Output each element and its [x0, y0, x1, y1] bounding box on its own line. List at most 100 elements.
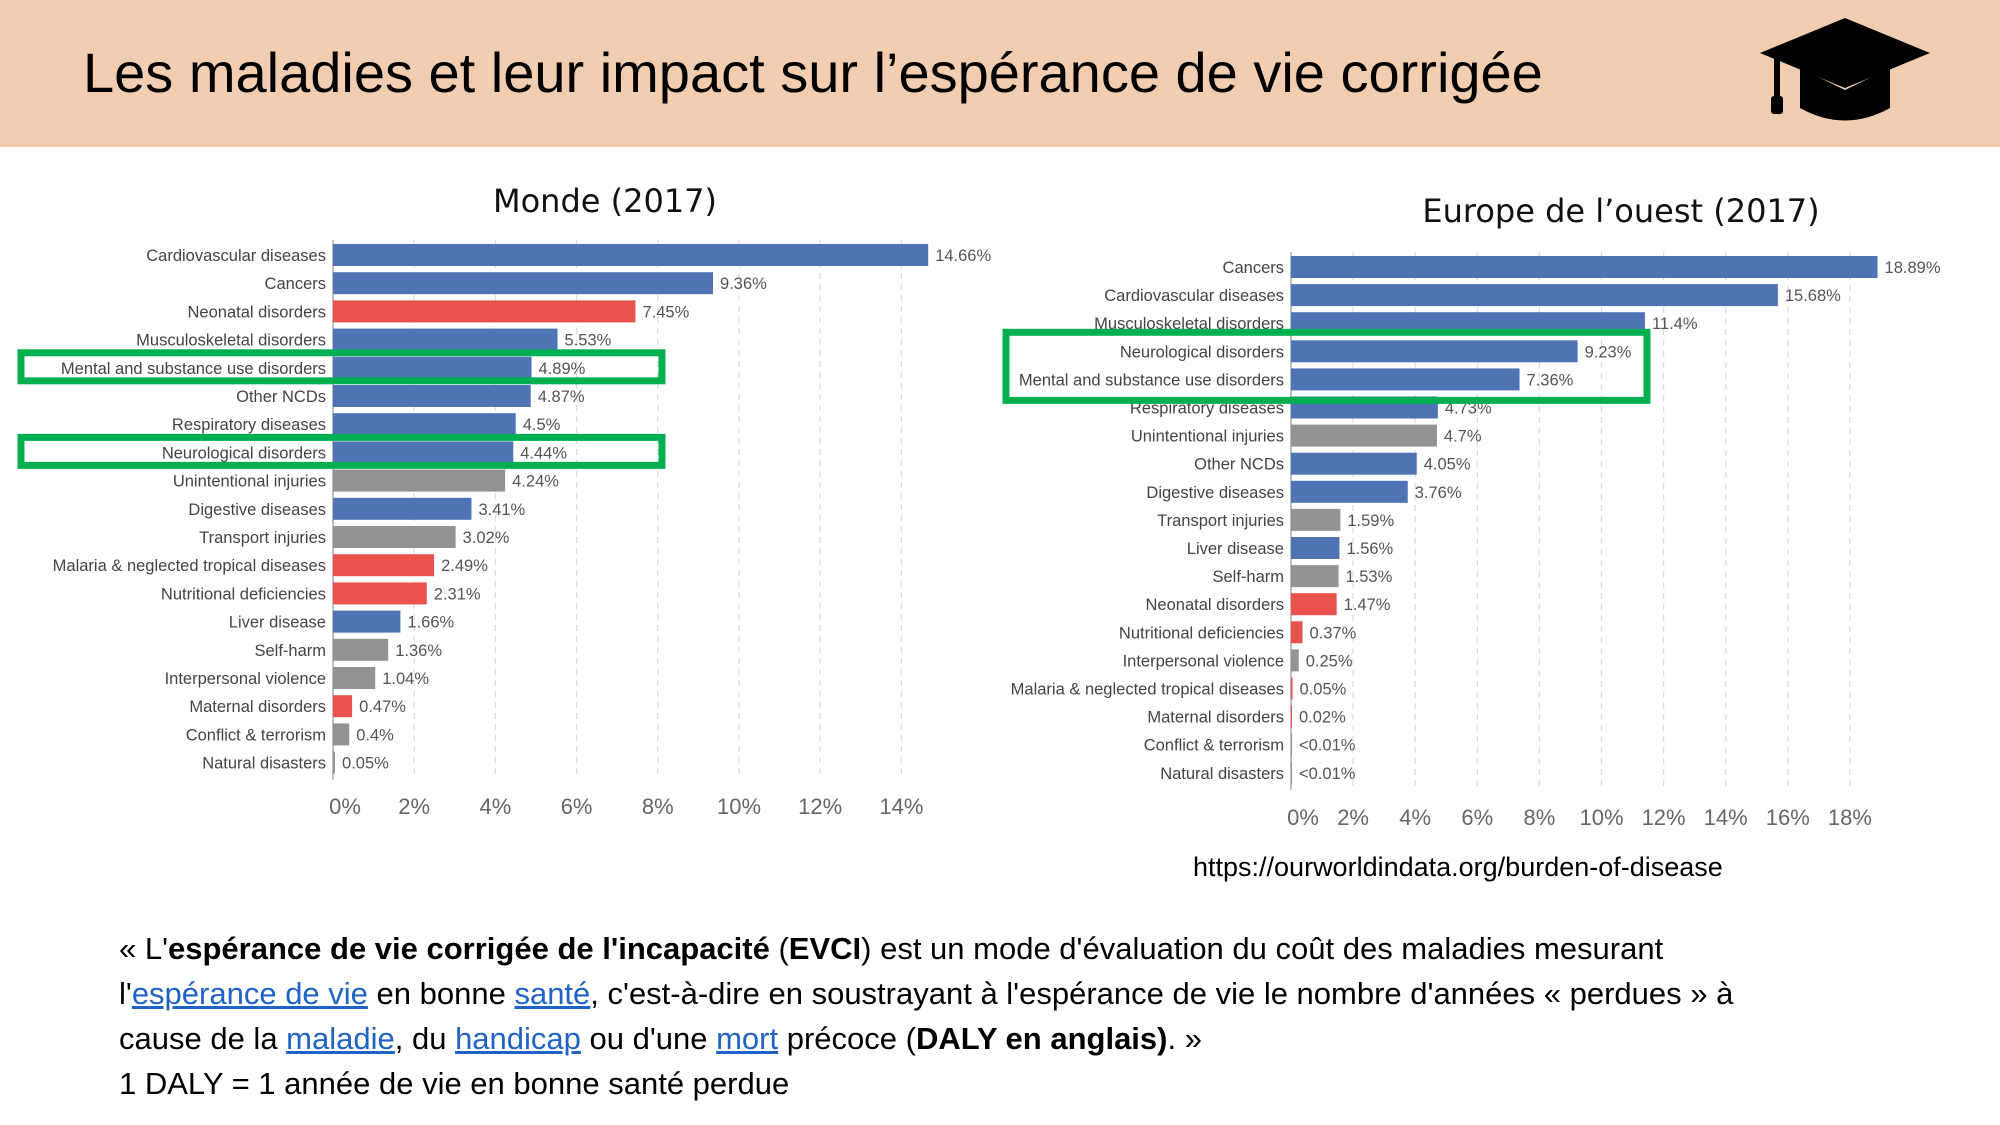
data-label: 3.41%	[478, 501, 525, 519]
category-label: Nutritional deficiencies	[161, 585, 326, 603]
category-label: Interpersonal violence	[165, 670, 326, 688]
category-label: Transport injuries	[1157, 512, 1284, 530]
data-label: 9.23%	[1585, 343, 1632, 361]
x-tick-label: 6%	[561, 794, 593, 819]
data-label: 18.89%	[1885, 259, 1941, 277]
category-label: Respiratory diseases	[172, 416, 326, 434]
source-url[interactable]: https://ourworldindata.org/burden-of-dis…	[1193, 852, 1723, 882]
category-label: Mental and substance use disorders	[1019, 371, 1284, 389]
bar	[1291, 649, 1299, 672]
bar	[1291, 256, 1878, 278]
category-label: Musculoskeletal disorders	[1094, 315, 1284, 333]
category-label: Maternal disorders	[1147, 709, 1284, 727]
category-label: Unintentional injuries	[1131, 428, 1284, 446]
x-tick-label: 18%	[1828, 805, 1872, 830]
highlight-box	[17, 349, 666, 385]
data-label: 4.7%	[1444, 428, 1482, 446]
data-label: 0.37%	[1309, 624, 1356, 642]
bar	[1291, 677, 1293, 700]
bar	[333, 751, 336, 774]
data-label: 4.5%	[523, 416, 561, 434]
category-label: Musculoskeletal disorders	[136, 332, 326, 350]
category-label: Liver disease	[1187, 540, 1284, 558]
text-segment: ou d'une	[580, 1021, 717, 1056]
text-segment: précoce (	[778, 1021, 916, 1056]
data-label: 0.05%	[342, 755, 389, 773]
wiki-link[interactable]: handicap	[455, 1021, 581, 1056]
bar	[333, 695, 353, 718]
wiki-link[interactable]: maladie	[286, 1021, 395, 1056]
bar	[1291, 733, 1292, 756]
wiki-link[interactable]: mort	[716, 1021, 779, 1056]
category-label: Cancers	[265, 275, 326, 293]
data-label: 14.66%	[935, 247, 991, 265]
data-label: 5.53%	[565, 332, 612, 350]
data-label: 7.45%	[642, 303, 689, 321]
bar	[1291, 508, 1341, 531]
bar	[333, 244, 929, 266]
category-label: Cardiovascular diseases	[146, 247, 326, 265]
category-label: Natural disasters	[1160, 765, 1284, 783]
bar	[1291, 705, 1292, 728]
category-label: Transport injuries	[199, 529, 326, 547]
category-label: Neurological disorders	[162, 444, 326, 462]
bar	[333, 413, 516, 436]
x-tick-label: 12%	[1642, 805, 1686, 830]
data-label: 0.25%	[1306, 652, 1353, 670]
wiki-link[interactable]: santé	[514, 976, 591, 1011]
bar	[333, 300, 636, 323]
chart-title: Europe de l’ouest (2017)	[1422, 192, 1819, 230]
data-label: 0.4%	[356, 726, 394, 744]
x-tick-label: 14%	[879, 794, 923, 819]
category-label: Neonatal disorders	[1146, 596, 1285, 614]
x-tick-label: 8%	[642, 794, 674, 819]
category-label: Conflict & terrorism	[1144, 737, 1284, 755]
text-segment: , c'est-à-dire en soustrayant à l'espéra…	[590, 976, 1734, 1011]
paragraph-line: cause de la maladie, du handicap ou d'un…	[119, 1016, 1733, 1061]
data-label: 7.36%	[1527, 371, 1574, 389]
chart-title: Monde (2017)	[493, 182, 717, 220]
bar	[333, 723, 350, 746]
category-label: Digestive diseases	[188, 501, 326, 519]
data-label: 15.68%	[1785, 287, 1841, 305]
category-label: Digestive diseases	[1146, 484, 1284, 502]
bold-text: EVCI	[788, 931, 862, 966]
data-label: 9.36%	[720, 275, 767, 293]
data-label: 2.31%	[434, 585, 481, 603]
x-tick-label: 2%	[398, 794, 430, 819]
bar	[1291, 368, 1520, 391]
x-tick-label: 4%	[480, 794, 512, 819]
category-label: Unintentional injuries	[173, 473, 326, 491]
bar	[1291, 537, 1340, 559]
data-label: 1.53%	[1346, 568, 1393, 586]
category-label: Self-harm	[254, 642, 326, 660]
bar	[1291, 312, 1645, 335]
category-label: Maternal disorders	[189, 698, 326, 716]
category-label: Neurological disorders	[1120, 343, 1284, 361]
graduation-cap-icon	[1760, 18, 1930, 121]
bar	[333, 497, 472, 520]
data-label: 4.05%	[1424, 456, 1471, 474]
bold-text: espérance de vie corrigée de l'incapacit…	[168, 931, 770, 966]
bar	[333, 667, 376, 689]
paragraph-line: l'espérance de vie en bonne santé, c'est…	[119, 971, 1733, 1016]
text-segment: cause de la	[119, 1021, 287, 1056]
wiki-link[interactable]: espérance de vie	[131, 976, 368, 1011]
bar	[333, 385, 531, 407]
category-label: Other NCDs	[1194, 456, 1284, 474]
data-label: 1.56%	[1346, 540, 1393, 558]
bar	[1291, 565, 1339, 588]
category-label: Liver disease	[229, 614, 326, 632]
data-label: <0.01%	[1299, 765, 1356, 783]
data-label: 3.76%	[1415, 484, 1462, 502]
category-label: Malaria & neglected tropical diseases	[1011, 681, 1284, 699]
x-tick-label: 12%	[798, 794, 842, 819]
bar	[1291, 340, 1578, 363]
x-tick-label: 0%	[1287, 805, 1319, 830]
data-label: 4.24%	[512, 473, 559, 491]
x-tick-label: 16%	[1766, 805, 1810, 830]
category-label: Natural disasters	[202, 755, 326, 773]
bar	[1291, 424, 1437, 447]
text-segment: ) est un mode d'évaluation du coût des m…	[861, 931, 1664, 966]
